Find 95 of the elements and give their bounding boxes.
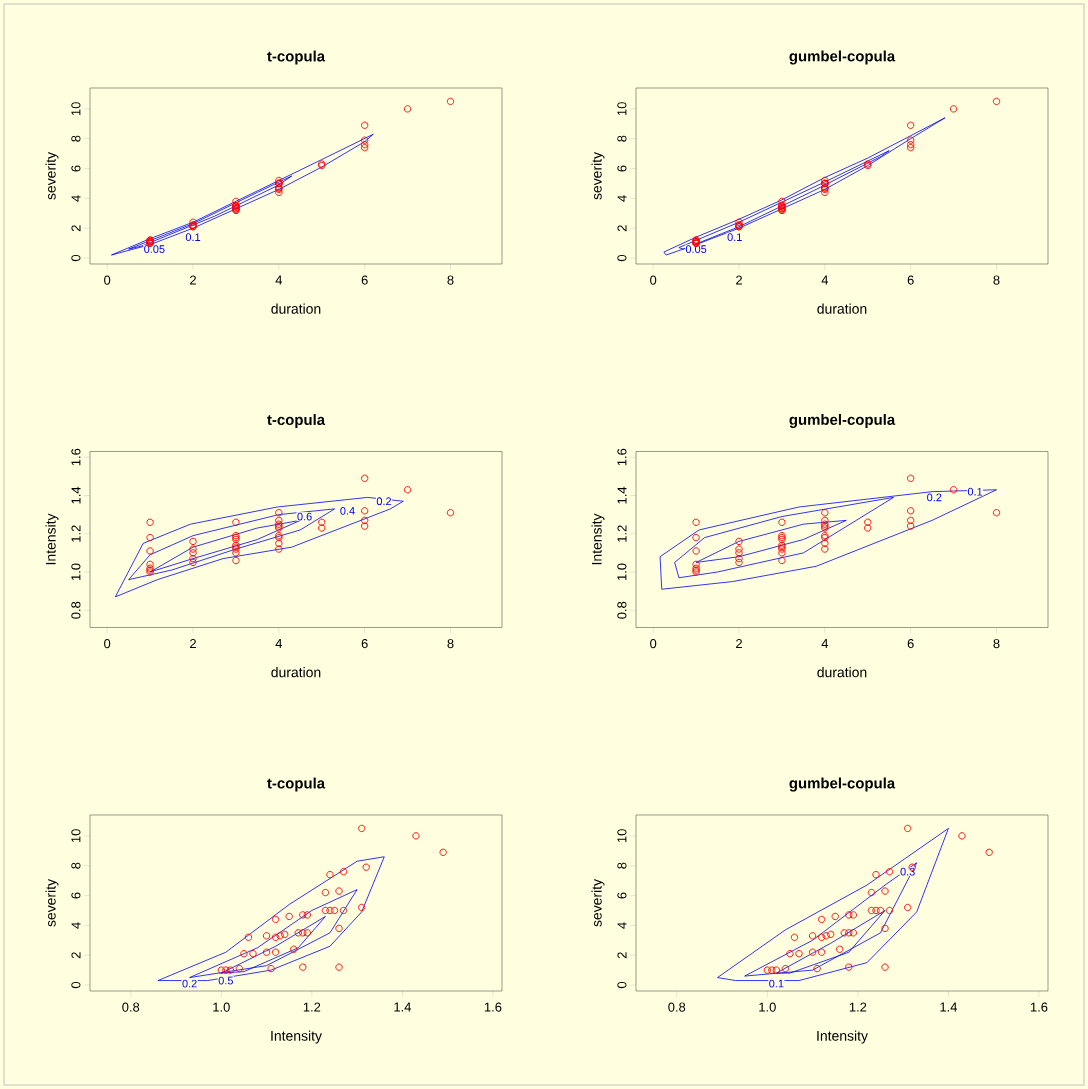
y-tick-label: 1.4	[617, 486, 627, 504]
x-axis-title: duration	[817, 303, 867, 314]
y-axis-title: Intensity	[591, 513, 605, 565]
x-tick-label: 8	[993, 275, 1000, 285]
x-axis-title: Intensity	[817, 1030, 868, 1044]
x-tick-label: 1.0	[213, 1002, 230, 1012]
y-tick-label: 1.0	[71, 563, 81, 581]
x-axis-title: duration	[271, 667, 321, 678]
y-tick-label: 8	[71, 862, 81, 869]
chart-title: t-copula	[267, 50, 326, 65]
y-tick-label: 1.0	[617, 563, 627, 581]
x-tick-label: 4	[275, 639, 283, 648]
y-tick-label: 2	[71, 952, 81, 959]
x-tick-label: 6	[361, 275, 368, 285]
y-tick-label: 10	[617, 829, 627, 843]
y-tick-label: 6	[617, 165, 627, 172]
y-tick-label: 0	[71, 981, 81, 989]
x-tick-label: 8	[993, 639, 1000, 649]
x-tick-label: 1.6	[484, 1002, 502, 1012]
y-axis-title: Intensity	[45, 513, 59, 565]
x-tick-label: 0	[650, 639, 657, 649]
y-tick-label: 2	[617, 225, 627, 232]
y-tick-label: 8	[617, 862, 627, 869]
annotation: 0.1	[185, 233, 201, 242]
annotation: 0.1	[769, 979, 784, 988]
x-tick-label: 1.4	[394, 1002, 412, 1012]
x-tick-label: 8	[447, 275, 454, 285]
y-tick-label: 1.4	[71, 486, 81, 504]
annotation: 0.6	[297, 512, 312, 521]
x-tick-label: 6	[907, 639, 914, 649]
x-tick-label: 1.4	[940, 1002, 958, 1012]
x-tick-label: 0	[650, 275, 657, 285]
x-tick-label: 4	[275, 275, 283, 285]
y-tick-label: 0	[71, 254, 81, 262]
x-tick-label: 4	[821, 275, 829, 285]
x-tick-label: 1.2	[849, 1002, 867, 1012]
x-tick-label: 2	[736, 639, 742, 649]
y-axis-title: severity	[45, 151, 59, 200]
x-axis-title: duration	[817, 667, 867, 678]
x-tick-label: 2	[190, 275, 196, 285]
x-axis-title: Intensity	[271, 1030, 322, 1044]
x-tick-label: 0.8	[668, 1002, 686, 1012]
x-tick-label: 4	[821, 639, 829, 648]
chart-title: gumbel-copula	[789, 50, 896, 65]
x-tick-label: 8	[447, 639, 454, 649]
y-tick-label: 0.8	[617, 601, 627, 619]
x-tick-label: 6	[907, 275, 914, 285]
y-tick-label: 10	[617, 102, 627, 116]
y-tick-label: 2	[71, 225, 81, 232]
x-tick-label: 6	[361, 639, 368, 649]
annotation: 0.2	[376, 497, 392, 506]
y-tick-label: 8	[617, 135, 627, 142]
x-tick-label: 0.8	[122, 1002, 140, 1012]
annotation: 0.3	[900, 867, 915, 876]
y-tick-label: 0	[617, 981, 627, 989]
y-tick-label: 1.2	[71, 525, 81, 542]
y-tick-label: 8	[71, 135, 81, 142]
annotation: 0.2	[182, 979, 197, 988]
y-tick-label: 1.6	[617, 448, 627, 466]
y-tick-label: 1.6	[71, 448, 81, 466]
chart-title: gumbel-copula	[789, 414, 896, 428]
annotation: 0.1	[967, 487, 983, 496]
y-tick-label: 2	[617, 952, 627, 959]
y-tick-label: 6	[71, 892, 81, 899]
y-tick-label: 0	[617, 254, 627, 262]
y-tick-label: 6	[71, 165, 81, 172]
y-axis-title: severity	[591, 151, 605, 200]
x-axis-title: duration	[271, 303, 321, 314]
chart-title: t-copula	[267, 777, 326, 792]
annotation: 0.05	[144, 245, 165, 253]
annotation: 0.2	[927, 493, 942, 502]
y-tick-label: 10	[71, 829, 81, 843]
x-tick-label: 1.2	[303, 1002, 321, 1012]
y-tick-label: 0.8	[71, 601, 81, 619]
y-tick-label: 1.2	[617, 525, 627, 542]
chart-title: gumbel-copula	[789, 777, 896, 792]
annotation: 0.1	[727, 233, 742, 242]
x-tick-label: 2	[190, 639, 196, 649]
x-tick-label: 1.6	[1030, 1002, 1048, 1012]
y-tick-label: 4	[71, 195, 81, 202]
y-tick-label: 4	[71, 922, 81, 929]
annotation: 0.5	[218, 976, 233, 985]
y-tick-label: 4	[617, 195, 627, 202]
chart-title: t-copula	[267, 414, 326, 428]
x-tick-label: 2	[736, 275, 742, 285]
x-tick-label: 1.0	[759, 1002, 776, 1012]
y-tick-label: 4	[617, 922, 627, 929]
x-tick-label: 0	[104, 275, 111, 285]
annotation: 0.4	[340, 506, 355, 515]
y-axis-title: severity	[45, 879, 59, 927]
y-tick-label: 10	[71, 102, 81, 116]
y-axis-title: severity	[591, 879, 605, 927]
annotation: 0.05	[685, 245, 707, 253]
x-tick-label: 0	[104, 639, 111, 649]
y-tick-label: 6	[617, 892, 627, 899]
